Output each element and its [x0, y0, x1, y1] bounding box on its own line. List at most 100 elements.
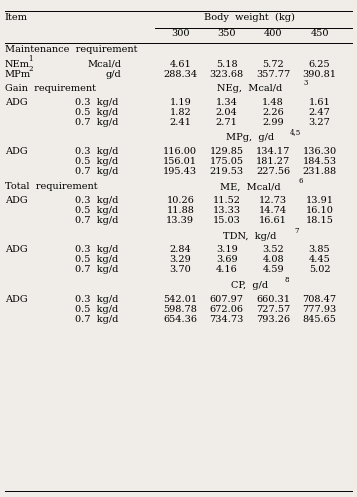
- Text: 3.70: 3.70: [170, 265, 191, 274]
- Text: 672.06: 672.06: [210, 305, 244, 314]
- Text: 219.53: 219.53: [210, 167, 244, 176]
- Text: Mcal/d: Mcal/d: [87, 60, 121, 69]
- Text: 6: 6: [299, 177, 303, 185]
- Text: 2.04: 2.04: [216, 108, 237, 117]
- Text: 0.7  kg/d: 0.7 kg/d: [75, 216, 118, 225]
- Text: 0.5  kg/d: 0.5 kg/d: [75, 305, 118, 314]
- Text: 0.3  kg/d: 0.3 kg/d: [75, 295, 118, 304]
- Text: 0.5  kg/d: 0.5 kg/d: [75, 206, 118, 215]
- Text: 0.3  kg/d: 0.3 kg/d: [75, 98, 118, 107]
- Text: 16.61: 16.61: [259, 216, 287, 225]
- Text: 7: 7: [294, 227, 299, 235]
- Text: 2.71: 2.71: [216, 118, 238, 127]
- Text: 14.74: 14.74: [259, 206, 287, 215]
- Text: 134.17: 134.17: [256, 147, 290, 156]
- Text: 3: 3: [303, 79, 308, 87]
- Text: 175.05: 175.05: [210, 157, 244, 166]
- Text: 2.99: 2.99: [262, 118, 284, 127]
- Text: 654.36: 654.36: [163, 315, 197, 324]
- Text: 0.3  kg/d: 0.3 kg/d: [75, 196, 118, 205]
- Text: 156.01: 156.01: [163, 157, 197, 166]
- Text: 607.97: 607.97: [210, 295, 244, 304]
- Text: 1.19: 1.19: [170, 98, 191, 107]
- Text: ME,  Mcal/d: ME, Mcal/d: [220, 182, 280, 191]
- Text: 5.72: 5.72: [262, 60, 284, 69]
- Text: 450: 450: [310, 29, 329, 38]
- Text: 13.91: 13.91: [306, 196, 333, 205]
- Text: 10.26: 10.26: [166, 196, 194, 205]
- Text: 0.7  kg/d: 0.7 kg/d: [75, 265, 118, 274]
- Text: 0.7  kg/d: 0.7 kg/d: [75, 167, 118, 176]
- Text: 13.39: 13.39: [166, 216, 194, 225]
- Text: 0.7  kg/d: 0.7 kg/d: [75, 118, 118, 127]
- Text: 400: 400: [264, 29, 282, 38]
- Text: ADG: ADG: [5, 295, 27, 304]
- Text: 181.27: 181.27: [256, 157, 290, 166]
- Text: 793.26: 793.26: [256, 315, 290, 324]
- Text: 734.73: 734.73: [210, 315, 244, 324]
- Text: 136.30: 136.30: [302, 147, 337, 156]
- Text: 3.85: 3.85: [309, 246, 330, 254]
- Text: NEg,  Mcal/d: NEg, Mcal/d: [217, 84, 282, 93]
- Text: 2.84: 2.84: [170, 246, 191, 254]
- Text: 3.52: 3.52: [262, 246, 284, 254]
- Text: 777.93: 777.93: [302, 305, 337, 314]
- Text: Total  requirement: Total requirement: [5, 182, 97, 191]
- Text: 3.29: 3.29: [170, 255, 191, 264]
- Text: g/d: g/d: [106, 70, 121, 79]
- Text: 2.47: 2.47: [308, 108, 331, 117]
- Text: ADG: ADG: [5, 98, 27, 107]
- Text: 8: 8: [285, 276, 290, 284]
- Text: NEm: NEm: [5, 60, 30, 69]
- Text: Item: Item: [5, 13, 27, 22]
- Text: 116.00: 116.00: [163, 147, 197, 156]
- Text: 0.3  kg/d: 0.3 kg/d: [75, 147, 118, 156]
- Text: 4.16: 4.16: [216, 265, 237, 274]
- Text: 598.78: 598.78: [164, 305, 197, 314]
- Text: 195.43: 195.43: [163, 167, 197, 176]
- Text: 0.3  kg/d: 0.3 kg/d: [75, 246, 118, 254]
- Text: 6.25: 6.25: [309, 60, 330, 69]
- Text: TDN,  kg/d: TDN, kg/d: [223, 232, 277, 241]
- Text: 5.18: 5.18: [216, 60, 237, 69]
- Text: 4.61: 4.61: [170, 60, 191, 69]
- Text: 1.61: 1.61: [309, 98, 330, 107]
- Text: 350: 350: [217, 29, 236, 38]
- Text: ADG: ADG: [5, 246, 27, 254]
- Text: 129.85: 129.85: [210, 147, 244, 156]
- Text: 2: 2: [28, 65, 33, 73]
- Text: 0.5  kg/d: 0.5 kg/d: [75, 255, 118, 264]
- Text: MPg,  g/d: MPg, g/d: [226, 133, 274, 142]
- Text: ADG: ADG: [5, 147, 27, 156]
- Text: 390.81: 390.81: [302, 70, 337, 79]
- Text: 1: 1: [28, 55, 33, 63]
- Text: 4.08: 4.08: [262, 255, 284, 264]
- Text: 3.69: 3.69: [216, 255, 237, 264]
- Text: 5.02: 5.02: [309, 265, 330, 274]
- Text: Maintenance  requirement: Maintenance requirement: [5, 45, 137, 54]
- Text: 4,5: 4,5: [290, 128, 301, 136]
- Text: 4.45: 4.45: [309, 255, 330, 264]
- Text: 4.59: 4.59: [262, 265, 284, 274]
- Text: 13.33: 13.33: [213, 206, 241, 215]
- Text: 184.53: 184.53: [302, 157, 337, 166]
- Text: 0.7  kg/d: 0.7 kg/d: [75, 315, 118, 324]
- Text: Gain  requirement: Gain requirement: [5, 84, 96, 93]
- Text: 2.26: 2.26: [262, 108, 284, 117]
- Text: 3.27: 3.27: [308, 118, 331, 127]
- Text: 3.19: 3.19: [216, 246, 237, 254]
- Text: 0.5  kg/d: 0.5 kg/d: [75, 108, 118, 117]
- Text: CP,  g/d: CP, g/d: [231, 281, 268, 290]
- Text: 11.52: 11.52: [213, 196, 241, 205]
- Text: Body  weight  (kg): Body weight (kg): [205, 13, 295, 22]
- Text: 2.41: 2.41: [169, 118, 191, 127]
- Text: 660.31: 660.31: [256, 295, 290, 304]
- Text: ADG: ADG: [5, 196, 27, 205]
- Text: 227.56: 227.56: [256, 167, 290, 176]
- Text: 727.57: 727.57: [256, 305, 290, 314]
- Text: 12.73: 12.73: [259, 196, 287, 205]
- Text: 323.68: 323.68: [210, 70, 244, 79]
- Text: 300: 300: [171, 29, 190, 38]
- Text: 1.34: 1.34: [216, 98, 238, 107]
- Text: 18.15: 18.15: [306, 216, 333, 225]
